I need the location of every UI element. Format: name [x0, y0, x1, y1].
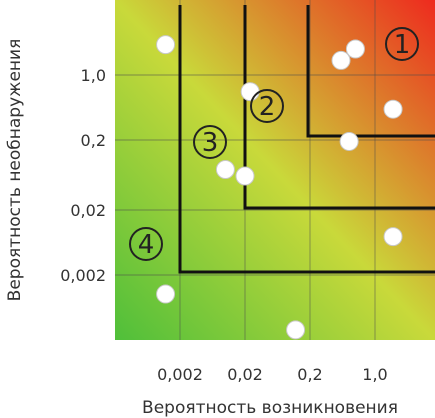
zone-labels: 1 2 3 4	[129, 27, 419, 261]
y-tick-label: 0,2	[81, 131, 106, 150]
data-point	[240, 82, 260, 102]
zone-label-circle	[129, 227, 163, 261]
x-tick-labels: 0,002 0,02 0,2 1,0	[157, 365, 388, 384]
data-point	[383, 227, 403, 247]
data-point	[345, 39, 365, 59]
data-point	[339, 131, 359, 151]
data-point	[156, 35, 176, 55]
zone-label-circle	[193, 125, 227, 159]
zone-label-number: 2	[259, 92, 276, 122]
plot-background	[115, 0, 435, 340]
zone-label-number: 4	[138, 230, 155, 260]
y-tick-label: 0,02	[70, 201, 106, 220]
zone-label-number: 3	[202, 128, 219, 158]
x-tick-label: 0,02	[227, 365, 263, 384]
x-tick-label: 1,0	[362, 365, 387, 384]
zone-boundary-line	[306, 5, 435, 138]
data-point	[215, 159, 235, 179]
data-point	[383, 99, 403, 119]
x-tick-label: 0,002	[157, 365, 203, 384]
data-point	[331, 50, 351, 70]
data-point	[156, 284, 176, 304]
y-tick-labels: 1,0 0,2 0,02 0,002	[60, 66, 106, 285]
zone-boundaries	[178, 5, 435, 274]
zone-label-circle	[250, 89, 284, 123]
data-point	[235, 166, 255, 186]
zone-boundary-line	[243, 5, 435, 210]
zone-label-circle	[385, 27, 419, 61]
x-axis-title: Вероятность возникновения	[142, 398, 398, 418]
y-tick-label: 1,0	[81, 66, 106, 85]
zone-boundary-line	[178, 5, 435, 274]
data-point	[286, 320, 306, 340]
y-tick-label: 0,002	[60, 266, 106, 285]
x-tick-label: 0,2	[297, 365, 322, 384]
y-axis-title: Вероятность необнаружения	[5, 39, 25, 302]
zone-label-number: 1	[394, 30, 411, 60]
